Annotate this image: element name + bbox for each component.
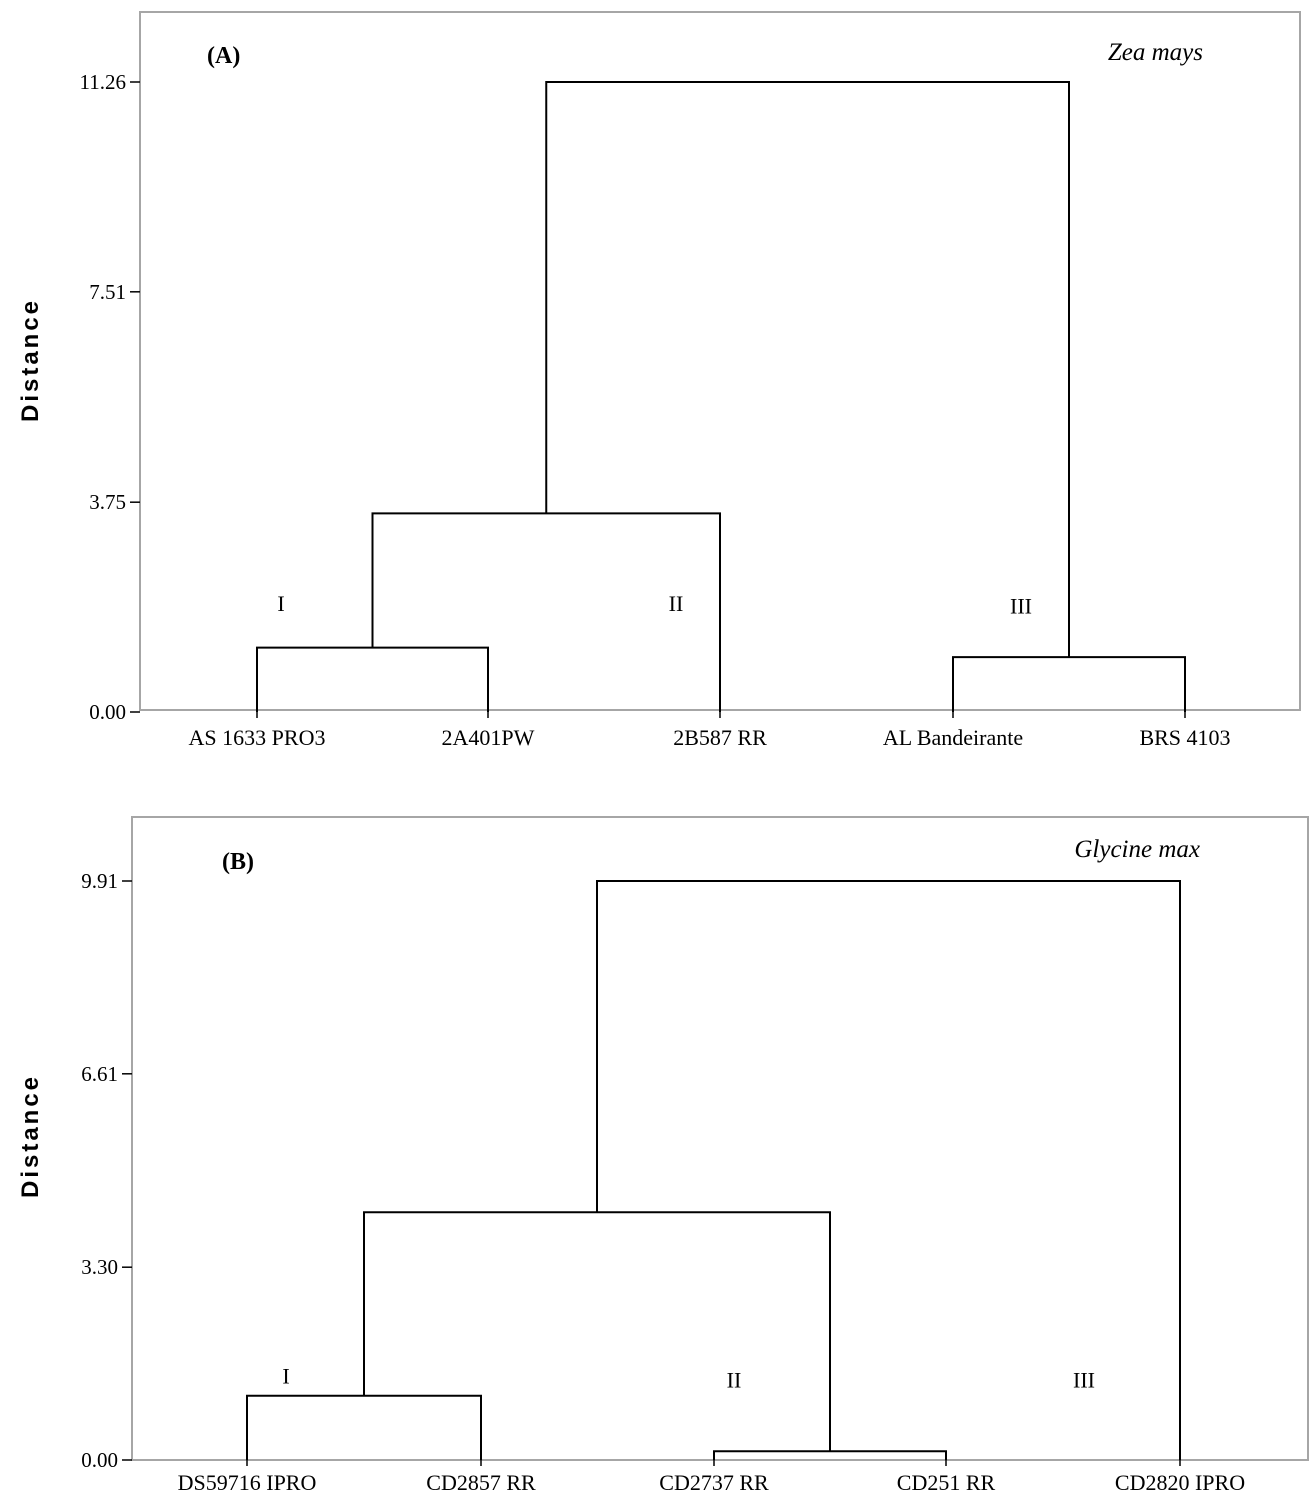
panel-a-y-tick-label: 7.51 [89, 280, 126, 304]
panel-b-y-tick-label: 3.30 [81, 1255, 118, 1279]
panel-a-merge-link [371, 512, 721, 712]
panel-b-y-axis-label: Distance [17, 1074, 44, 1198]
panel-a-panel-label: (A) [207, 43, 240, 69]
panel-b-leaf-label: CD2820 IPRO [1115, 1470, 1245, 1495]
panel-b-y-tick-label: 6.61 [81, 1062, 118, 1086]
panel-a-leaf-label: AL Bandeirante [883, 725, 1023, 750]
panel-a-merge-link [256, 646, 489, 712]
panel-a-cluster-label: II [669, 591, 684, 616]
panel-b-y-tick-label: 9.91 [81, 869, 118, 893]
panel-b-panel-label: (B) [222, 849, 254, 875]
panel-b-y-tick-label: 0.00 [81, 1448, 118, 1472]
panel-b-cluster-label: III [1073, 1367, 1095, 1392]
panel-b-cluster-label: II [727, 1367, 742, 1392]
panel-a-y-axis-label: Distance [17, 298, 44, 422]
panel-a-y-tick-label: 3.75 [89, 490, 126, 514]
panel-b-cluster-label: I [282, 1363, 289, 1388]
panel-a-leaf-label: 2A401PW [442, 725, 535, 750]
panel-b-leaf-label: DS59716 IPRO [178, 1470, 317, 1495]
panel-a-cluster-label: III [1010, 594, 1032, 619]
panel-b-merge-link [363, 1211, 831, 1452]
panel-b-merge-link [713, 1450, 947, 1460]
panel-a-merge-link [545, 81, 1070, 658]
panel-a-cluster-label: I [277, 591, 284, 616]
panel-b-plot-frame [131, 816, 1309, 1461]
panel-a-y-tick-label: 0.00 [89, 700, 126, 724]
panel-a-y-tick-label: 11.26 [80, 70, 126, 94]
panel-b-leaf-label: CD251 RR [897, 1470, 996, 1495]
panel-b-merge-link [246, 1394, 482, 1460]
panel-a-leaf-label: 2B587 RR [673, 725, 767, 750]
panel-a-leaf-label: AS 1633 PRO3 [189, 725, 326, 750]
panel-a-species-title: Zea mays [1108, 39, 1203, 66]
panel-a-merge-link [952, 656, 1186, 712]
panel-b-species-title: Glycine max [1074, 836, 1200, 863]
panel-b-leaf-label: CD2857 RR [426, 1470, 536, 1495]
panel-b-merge-link [596, 880, 1181, 1460]
panel-b-leaf-label: CD2737 RR [659, 1470, 769, 1495]
panel-a-leaf-label: BRS 4103 [1139, 725, 1230, 750]
